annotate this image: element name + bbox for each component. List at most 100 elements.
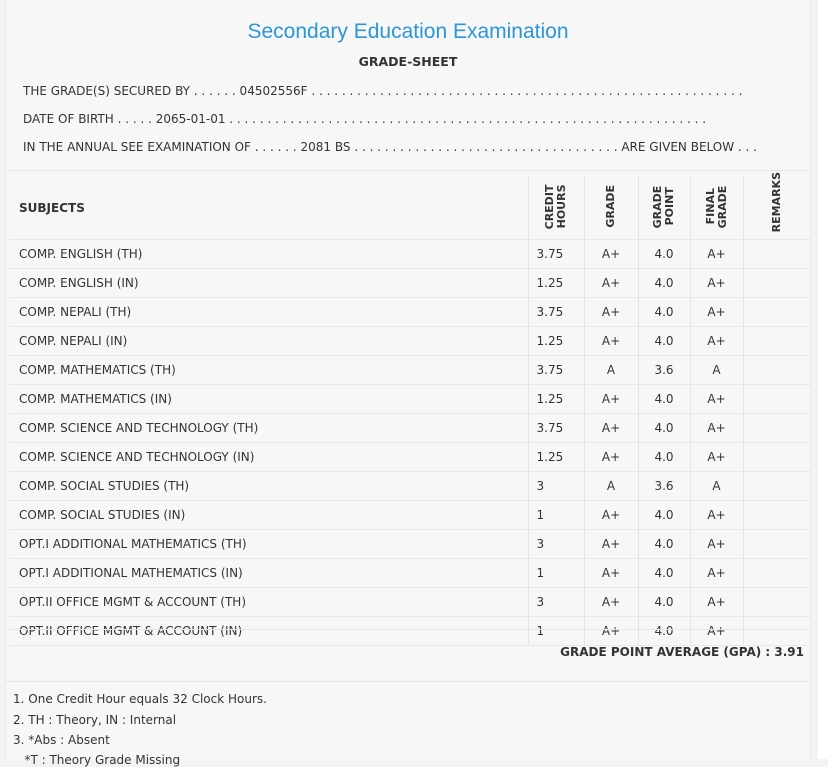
grade-cell: A — [583, 355, 638, 386]
table-row: COMP. SCIENCE AND TECHNOLOGY (IN) 1.25 A+ 4… — [9, 442, 810, 473]
credit-hours-cell: 1.25 — [527, 442, 584, 473]
remarks-cell — [742, 587, 810, 618]
final-grade-header: FINAL GRADE — [689, 176, 743, 241]
credit-hours-cell: 3.75 — [527, 413, 584, 444]
remarks-cell — [742, 500, 810, 531]
remarks-cell — [742, 413, 810, 444]
grade-cell: A+ — [583, 413, 638, 444]
grade-header: GRADE — [583, 176, 638, 241]
subject-cell: COMP. ENGLISH (TH) — [9, 239, 528, 270]
remarks-cell — [742, 239, 810, 270]
table-row: COMP. ENGLISH (IN) 1.25 A+ 4.0 A+ — [9, 268, 810, 299]
final-grade-cell: A+ — [689, 384, 743, 415]
credit-hours-header: CREDIT HOURS — [527, 176, 584, 241]
gpa-summary: GRADE POINT AVERAGE (GPA) : 3.91 — [560, 645, 804, 659]
subject-cell: COMP. SCIENCE AND TECHNOLOGY (TH) — [9, 413, 528, 444]
grade-point-cell: 4.0 — [637, 297, 690, 328]
subject-cell: COMP. ENGLISH (IN) — [9, 268, 528, 299]
examination-line: IN THE ANNUAL SEE EXAMINATION OF . . . .… — [23, 140, 757, 154]
grade-point-cell: 3.6 — [637, 471, 690, 502]
table-row: COMP. SOCIAL STUDIES (TH) 3 A 3.6 A — [9, 471, 810, 502]
table-row: OPT.I ADDITIONAL MATHEMATICS (TH) 3 A+ 4.0 A… — [9, 529, 810, 560]
grade-cell: A+ — [583, 297, 638, 328]
grade-cell: A+ — [583, 529, 638, 560]
divider — [5, 170, 809, 171]
final-grade-cell: A+ — [689, 558, 743, 589]
grade-cell: A+ — [583, 616, 638, 647]
subject-cell: COMP. SOCIAL STUDIES (IN) — [9, 500, 528, 531]
remarks-cell — [742, 558, 810, 589]
final-grade-cell: A — [689, 471, 743, 502]
grade-point-cell: 4.0 — [637, 558, 690, 589]
grade-cell: A+ — [583, 442, 638, 473]
grade-point-cell: 4.0 — [637, 587, 690, 618]
table-header-row: SUBJECTS CREDIT HOURS GRADE GRADE POINT … — [9, 172, 810, 241]
grade-point-header: GRADE POINT — [637, 176, 690, 241]
remarks-cell — [742, 268, 810, 299]
grades-table: SUBJECTS CREDIT HOURS GRADE GRADE POINT … — [9, 172, 810, 647]
grade-cell: A — [583, 471, 638, 502]
grade-cell: A+ — [583, 558, 638, 589]
remarks-cell — [742, 297, 810, 328]
note-item: *T : Theory Grade Missing — [13, 753, 181, 767]
grade-cell: A+ — [583, 587, 638, 618]
subjects-header: SUBJECTS — [9, 176, 528, 241]
table-row: COMP. MATHEMATICS (IN) 1.25 A+ 4.0 A+ — [9, 384, 810, 415]
credit-hours-cell: 3.75 — [527, 355, 584, 386]
credit-hours-cell: 1.25 — [527, 326, 584, 357]
remarks-cell — [742, 442, 810, 473]
subject-cell: COMP. NEPALI (IN) — [9, 326, 528, 357]
remarks-cell — [742, 355, 810, 386]
final-grade-cell: A+ — [689, 413, 743, 444]
final-grade-cell: A+ — [689, 239, 743, 270]
grade-cell: A+ — [583, 384, 638, 415]
remarks-cell — [742, 384, 810, 415]
date-of-birth-line: DATE OF BIRTH . . . . . 2065-01-01 . . .… — [23, 112, 707, 126]
note-item: 3. *Abs : Absent — [13, 733, 110, 747]
credit-hours-cell: 3 — [527, 587, 584, 618]
grade-cell: A+ — [583, 326, 638, 357]
note-item: 2. TH : Theory, IN : Internal — [13, 713, 177, 727]
grade-point-cell: 4.0 — [637, 616, 690, 647]
grade-point-cell: 4.0 — [637, 442, 690, 473]
subject-cell: COMP. SOCIAL STUDIES (TH) — [9, 471, 528, 502]
table-row: COMP. NEPALI (IN) 1.25 A+ 4.0 A+ — [9, 326, 810, 357]
scroll-track[interactable] — [818, 0, 828, 759]
grade-point-cell: 4.0 — [637, 326, 690, 357]
credit-hours-cell: 1 — [527, 616, 584, 647]
credit-hours-cell: 3 — [527, 471, 584, 502]
table-row: OPT.II OFFICE MGMT & ACCOUNT (TH) 3 A+ 4.0 A… — [9, 587, 810, 618]
grade-point-cell: 4.0 — [637, 384, 690, 415]
grade-cell: A+ — [583, 239, 638, 270]
grade-point-cell: 4.0 — [637, 529, 690, 560]
final-grade-cell: A — [689, 355, 743, 386]
remarks-cell — [742, 326, 810, 357]
final-grade-cell: A+ — [689, 268, 743, 299]
credit-hours-cell: 3.75 — [527, 239, 584, 270]
table-row: OPT.II OFFICE MGMT & ACCOUNT (IN) 1 A+ 4.0 A… — [9, 616, 810, 647]
grade-point-cell: 3.6 — [637, 355, 690, 386]
final-grade-cell: A+ — [689, 616, 743, 647]
subject-cell: OPT.I ADDITIONAL MATHEMATICS (IN) — [9, 558, 528, 589]
credit-hours-cell: 1.25 — [527, 268, 584, 299]
grade-point-cell: 4.0 — [637, 500, 690, 531]
final-grade-cell: A+ — [689, 587, 743, 618]
divider — [5, 629, 809, 630]
final-grade-cell: A+ — [689, 442, 743, 473]
secured-by-line: THE GRADE(S) SECURED BY . . . . . . 0450… — [23, 84, 743, 98]
final-grade-cell: A+ — [689, 326, 743, 357]
remarks-cell — [742, 471, 810, 502]
subject-cell: COMP. MATHEMATICS (IN) — [9, 384, 528, 415]
table-row: COMP. ENGLISH (TH) 3.75 A+ 4.0 A+ — [9, 239, 810, 270]
subject-cell: COMP. NEPALI (TH) — [9, 297, 528, 328]
final-grade-cell: A+ — [689, 297, 743, 328]
subject-cell: OPT.II OFFICE MGMT & ACCOUNT (TH) — [9, 587, 528, 618]
table-row: COMP. SOCIAL STUDIES (IN) 1 A+ 4.0 A+ — [9, 500, 810, 531]
subject-cell: COMP. SCIENCE AND TECHNOLOGY (IN) — [9, 442, 528, 473]
table-row: COMP. MATHEMATICS (TH) 3.75 A 3.6 A — [9, 355, 810, 386]
table-row: COMP. NEPALI (TH) 3.75 A+ 4.0 A+ — [9, 297, 810, 328]
grade-point-cell: 4.0 — [637, 268, 690, 299]
grade-point-cell: 4.0 — [637, 239, 690, 270]
subject-cell: COMP. MATHEMATICS (TH) — [9, 355, 528, 386]
note-item: 1. One Credit Hour equals 32 Clock Hours… — [13, 692, 267, 706]
